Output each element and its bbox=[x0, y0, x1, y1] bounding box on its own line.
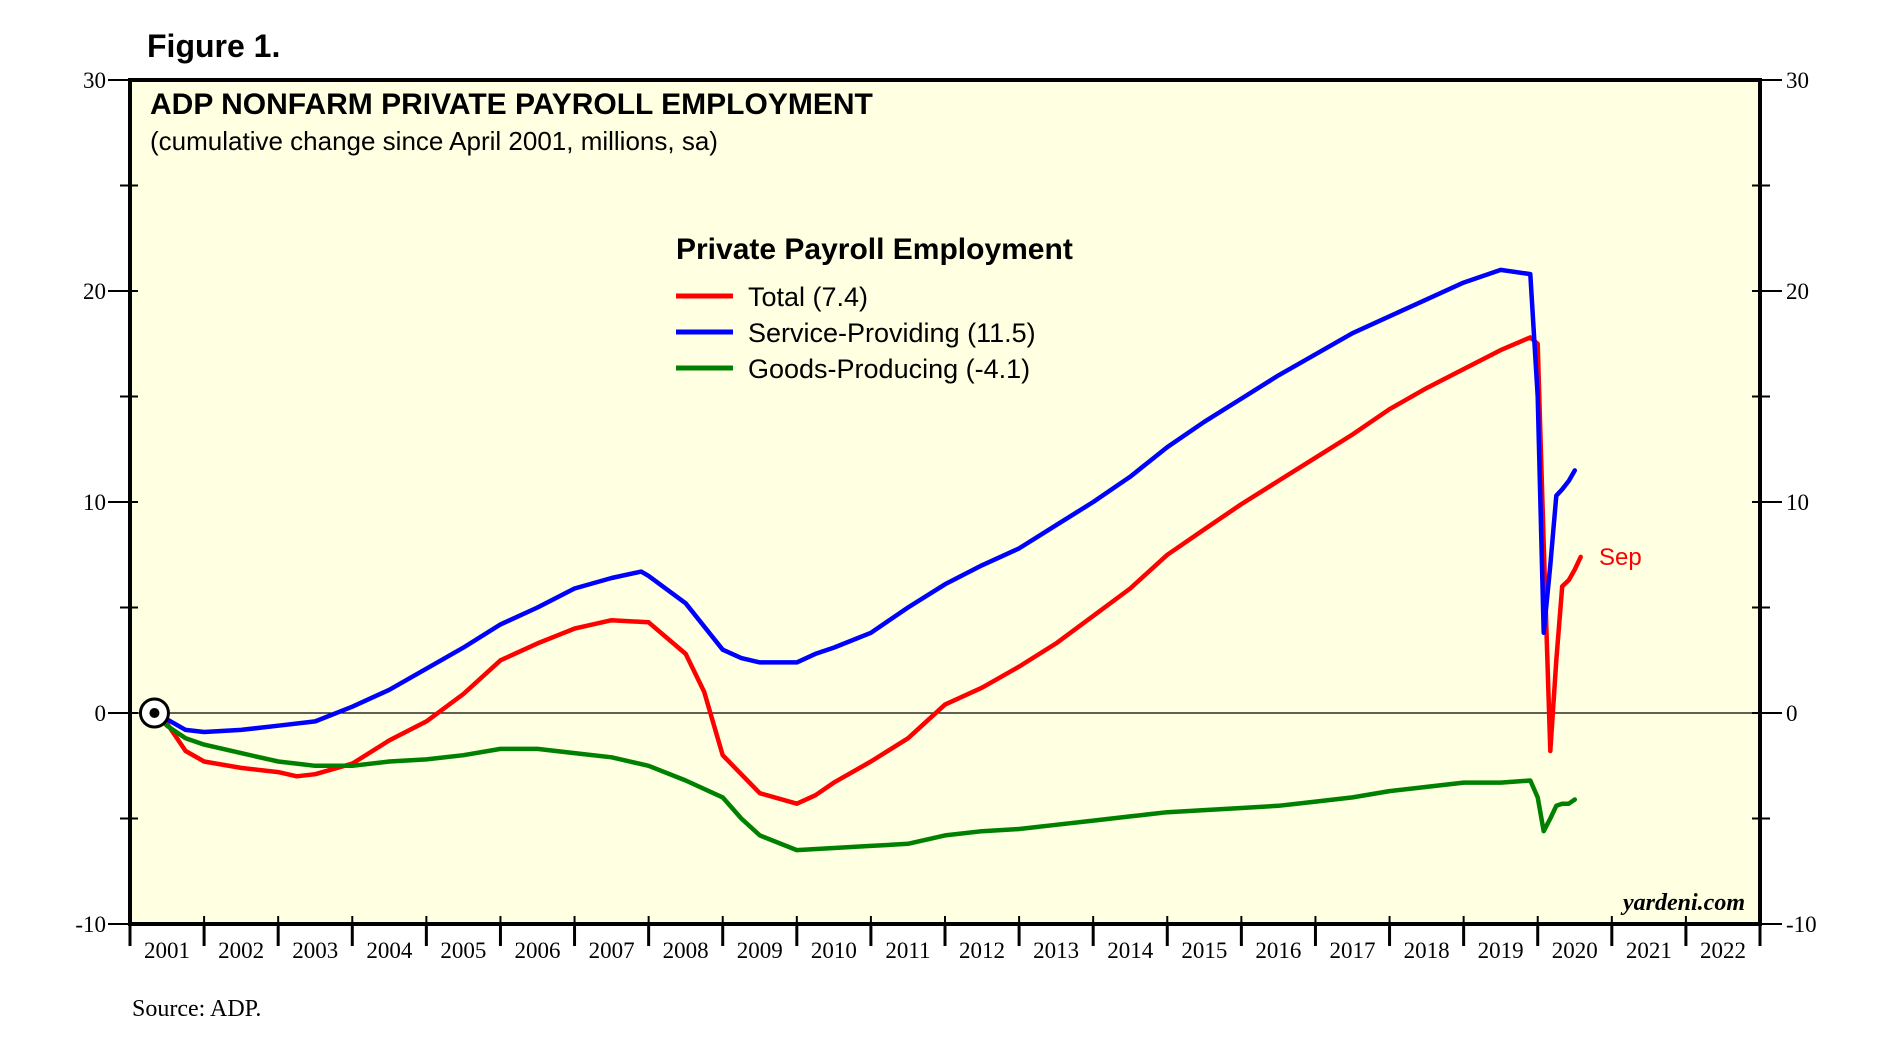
legend-label-goods: Goods-Producing (-4.1) bbox=[748, 354, 1030, 384]
series-line-1 bbox=[152, 267, 1578, 735]
x-tick-label: 2009 bbox=[737, 938, 783, 963]
x-tick-label: 2014 bbox=[1107, 938, 1154, 963]
y-tick-label-right: 0 bbox=[1786, 701, 1798, 726]
x-tick-label: 2016 bbox=[1255, 938, 1301, 963]
x-tick-label: 2012 bbox=[959, 938, 1005, 963]
source-note: Source: ADP. bbox=[132, 996, 262, 1022]
y-tick-label-right: 10 bbox=[1786, 490, 1809, 515]
x-tick-label: 2021 bbox=[1626, 938, 1672, 963]
plot-frame bbox=[128, 78, 1762, 926]
y-tick-label-right: 30 bbox=[1786, 68, 1809, 93]
x-tick-label: 2007 bbox=[589, 938, 635, 963]
watermark: yardeni.com bbox=[1620, 890, 1745, 916]
x-tick-label: 2005 bbox=[440, 938, 486, 963]
legend-title: Private Payroll Employment bbox=[676, 233, 1073, 266]
x-tick-label: 2013 bbox=[1033, 938, 1079, 963]
sep-annotation: Sep bbox=[1599, 544, 1642, 571]
x-tick-label: 2020 bbox=[1552, 938, 1598, 963]
x-tick-label: 2018 bbox=[1404, 938, 1450, 963]
figure-label: Figure 1. bbox=[147, 28, 281, 64]
y-tick-label-left: 10 bbox=[83, 490, 106, 515]
y-tick-label-left: 30 bbox=[83, 68, 106, 93]
legend-label-service: Service-Providing (11.5) bbox=[748, 318, 1036, 348]
start-marker bbox=[138, 697, 170, 729]
series-line-2 bbox=[152, 710, 1578, 853]
x-tick-label: 2002 bbox=[218, 938, 264, 963]
start-marker-dot bbox=[149, 708, 160, 718]
x-tick-label: 2008 bbox=[663, 938, 709, 963]
series-line-0 bbox=[152, 335, 1583, 806]
legend: Total (7.4) Service-Providing (11.5) Goo… bbox=[676, 282, 1036, 384]
x-tick-label: 2011 bbox=[885, 938, 930, 963]
x-tick-label: 2004 bbox=[366, 938, 413, 963]
x-tick-label: 2022 bbox=[1700, 938, 1746, 963]
chart-subtitle: (cumulative change since April 2001, mil… bbox=[150, 126, 718, 156]
x-tick-label: 2017 bbox=[1330, 938, 1376, 963]
x-tick-label: 2003 bbox=[292, 938, 338, 963]
chart-title: ADP NONFARM PRIVATE PAYROLL EMPLOYMENT bbox=[150, 88, 873, 121]
legend-label-total: Total (7.4) bbox=[748, 282, 868, 312]
x-tick-label: 2006 bbox=[515, 938, 561, 963]
x-tick-label: 2001 bbox=[144, 938, 190, 963]
y-tick-label-right: -10 bbox=[1786, 912, 1817, 937]
y-tick-label-right: 20 bbox=[1786, 279, 1809, 304]
plot-background bbox=[130, 80, 1760, 924]
y-tick-label-left: 20 bbox=[83, 279, 106, 304]
x-tick-label: 2015 bbox=[1181, 938, 1227, 963]
y-tick-label-left: 0 bbox=[95, 701, 107, 726]
x-tick-label: 2010 bbox=[811, 938, 857, 963]
x-tick-label: 2019 bbox=[1478, 938, 1524, 963]
y-tick-label-left: -10 bbox=[75, 912, 106, 937]
